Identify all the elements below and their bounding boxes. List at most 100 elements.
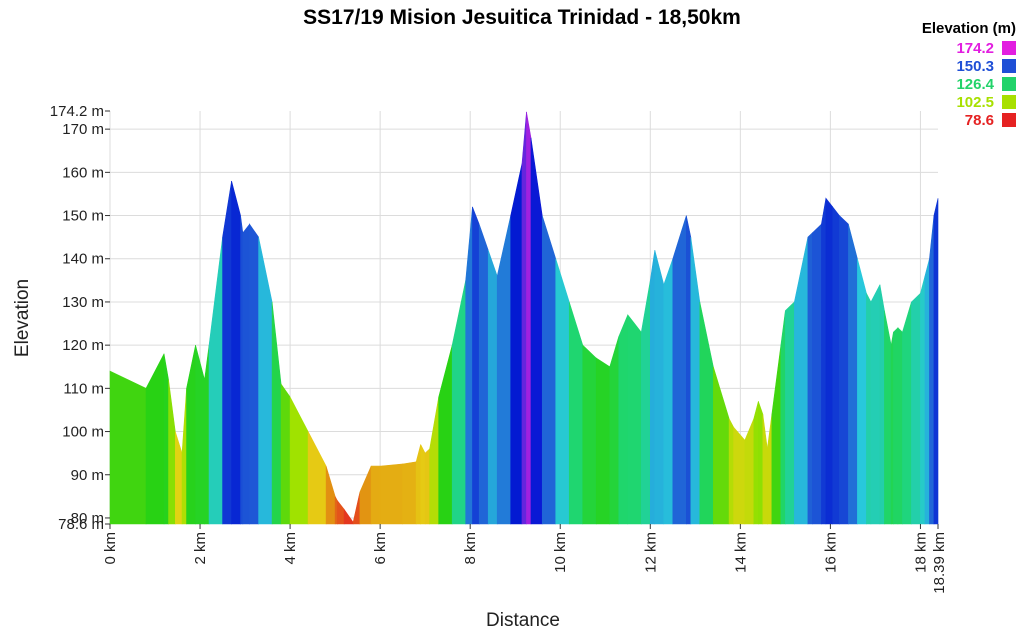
- elevation-segment: [109, 370, 147, 525]
- y-tick-label: 170 m: [62, 121, 104, 138]
- elevation-segment: [866, 293, 872, 525]
- y-axis-title: Elevation: [12, 279, 33, 357]
- elevation-segment: [240, 215, 244, 525]
- elevation-segment: [242, 223, 250, 525]
- elevation-segment: [812, 223, 822, 525]
- elevation-segment: [654, 250, 665, 525]
- elevation-segment: [168, 379, 176, 525]
- y-tick-label: 110 m: [63, 380, 104, 397]
- elevation-segment: [258, 237, 273, 525]
- elevation-segment: [767, 414, 773, 525]
- x-tick-label: 6 km: [372, 532, 389, 565]
- y-tick-label: 78.6 m: [58, 516, 104, 533]
- x-axis-title: Distance: [486, 610, 560, 631]
- elevation-segment: [379, 463, 403, 525]
- elevation-segment: [510, 163, 523, 525]
- elevation-segment: [744, 418, 755, 525]
- elevation-segment: [402, 461, 417, 525]
- legend-title: Elevation (m): [921, 20, 1016, 37]
- elevation-segment: [897, 327, 903, 525]
- x-tick-label: 10 km: [552, 532, 569, 573]
- elevation-segment: [640, 280, 651, 525]
- elevation-segment: [690, 237, 701, 525]
- elevation-segment: [186, 345, 196, 525]
- elevation-segment: [879, 284, 885, 525]
- elevation-segment: [890, 332, 894, 525]
- elevation-segment: [231, 180, 241, 525]
- x-tick-label: 18 km: [912, 532, 929, 573]
- elevation-segment: [728, 418, 734, 525]
- elevation-segment: [174, 431, 183, 525]
- elevation-segment: [420, 444, 426, 525]
- elevation-segment: [794, 237, 809, 525]
- elevation-segment: [902, 301, 912, 525]
- x-tick-label: 16 km: [822, 532, 839, 573]
- chart-title: SS17/19 Mision Jesuitica Trinidad - 18,5…: [303, 6, 741, 29]
- elevation-segment: [521, 111, 527, 525]
- elevation-segment: [609, 336, 620, 525]
- elevation-segment: [771, 345, 782, 525]
- elevation-segment: [478, 224, 489, 525]
- legend-label: 150.3: [956, 57, 994, 75]
- elevation-segment: [807, 232, 813, 525]
- y-tick-label: 174.2 m: [50, 103, 104, 120]
- elevation-segment: [222, 180, 232, 525]
- elevation-segment: [181, 388, 187, 525]
- x-tick-label: 8 km: [462, 532, 479, 565]
- elevation-segment: [145, 353, 165, 525]
- elevation-segment: [924, 258, 930, 525]
- elevation-segment: [848, 224, 858, 525]
- elevation-segment: [933, 198, 939, 525]
- y-tick-label: 120 m: [62, 337, 104, 354]
- elevation-segment: [541, 215, 557, 525]
- elevation-segment: [785, 301, 795, 525]
- y-tick-label: 100 m: [62, 424, 104, 441]
- elevation-segment: [568, 301, 584, 525]
- y-tick-label: 80 m: [71, 510, 104, 527]
- elevation-segment: [920, 275, 926, 525]
- elevation-segment: [911, 292, 921, 525]
- elevation-segment: [307, 431, 327, 525]
- elevation-segment: [839, 214, 849, 525]
- elevation-segment: [649, 250, 656, 525]
- elevation-segment: [526, 111, 532, 525]
- x-tick-label: 4 km: [282, 532, 299, 565]
- elevation-segment: [699, 301, 714, 525]
- elevation-segment: [472, 206, 480, 525]
- elevation-area: [109, 111, 939, 525]
- elevation-segment: [208, 237, 223, 525]
- elevation-segment: [753, 401, 759, 525]
- elevation-segment: [893, 327, 899, 525]
- y-tick-label: 130 m: [62, 294, 104, 311]
- elevation-segment: [627, 314, 642, 525]
- elevation-segment: [555, 258, 570, 525]
- elevation-segment: [424, 448, 430, 525]
- x-tick-label: 14 km: [732, 532, 749, 573]
- elevation-segment: [595, 357, 611, 525]
- elevation-segment: [195, 345, 205, 525]
- elevation-segment: [343, 508, 354, 525]
- elevation-segment: [686, 215, 692, 525]
- elevation-segment: [663, 258, 674, 525]
- y-tick-label: 140 m: [62, 251, 104, 268]
- elevation-segment: [487, 250, 498, 525]
- elevation-segment: [289, 396, 309, 525]
- legend: Elevation (m) 174.2 150.3 126.4 102.5 78…: [922, 20, 1016, 129]
- legend-swatch: [1002, 113, 1016, 127]
- legend-item: 174.2: [922, 39, 1016, 57]
- legend-item: 102.5: [922, 93, 1016, 111]
- y-tick-label: 90 m: [71, 467, 104, 484]
- elevation-segment: [451, 280, 466, 525]
- elevation-segment: [415, 444, 421, 525]
- y-tick-label: 160 m: [62, 164, 104, 181]
- elevation-segment: [733, 426, 746, 525]
- legend-swatch: [1002, 77, 1016, 91]
- legend-swatch: [1002, 95, 1016, 109]
- elevation-segment: [370, 465, 381, 525]
- elevation-segment: [334, 496, 338, 525]
- axes: 0 km 2 km 4 km 6 km 8 km 10 km 12 km 14 km 16 km…: [50, 103, 948, 594]
- elevation-segment: [929, 215, 935, 525]
- elevation-segment: [163, 353, 169, 525]
- elevation-segment: [825, 197, 833, 525]
